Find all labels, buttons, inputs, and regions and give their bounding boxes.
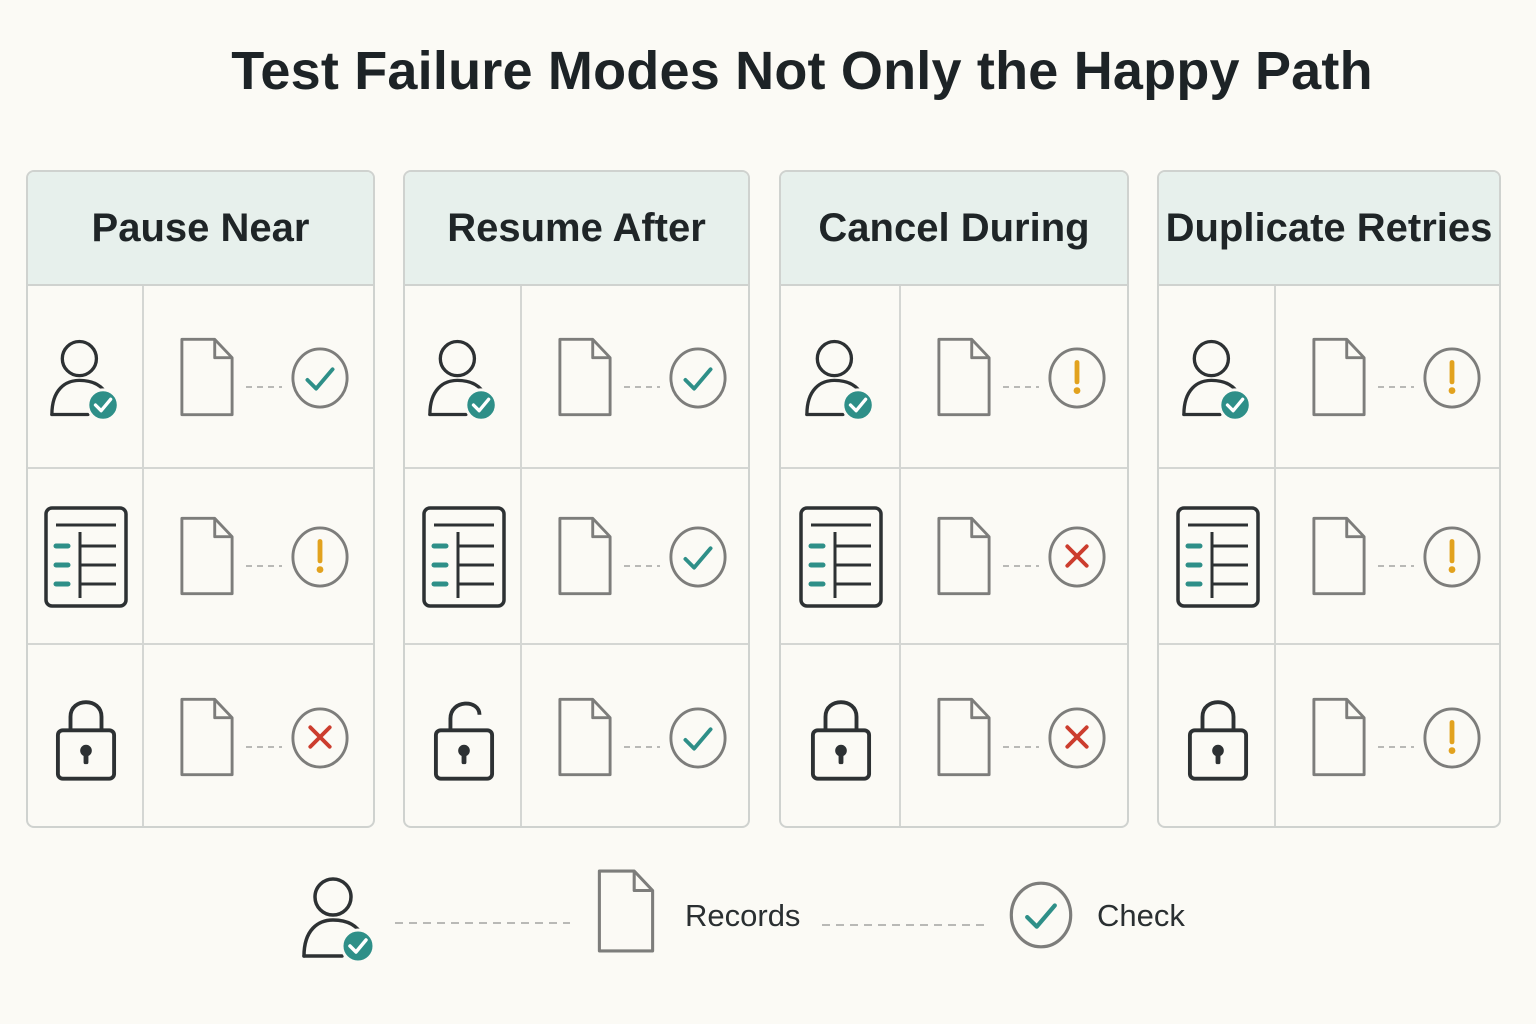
checklist-icon	[44, 506, 128, 613]
lock-closed-icon	[1187, 693, 1249, 788]
checklist-icon	[1176, 506, 1260, 613]
dashed-connector	[624, 555, 660, 573]
row-divider	[28, 467, 373, 469]
warning-circle-icon	[1047, 346, 1107, 415]
row-divider	[781, 467, 1127, 469]
user-check-icon	[426, 333, 502, 428]
scenario-card: Duplicate Retries	[1157, 170, 1501, 828]
scenario-card-header: Resume After	[405, 172, 748, 286]
legend-dashed-connector	[395, 912, 570, 924]
scenario-card: Resume After	[403, 170, 750, 828]
dashed-connector	[624, 376, 660, 394]
warning-circle-icon	[290, 525, 350, 594]
document-icon	[557, 336, 613, 423]
user-check-icon	[48, 333, 124, 428]
document-icon	[936, 336, 992, 423]
scenario-card-header: Pause Near	[28, 172, 373, 286]
legend-dashed-connector	[822, 914, 984, 926]
warning-circle-icon	[1422, 346, 1482, 415]
document-icon	[179, 696, 235, 783]
checklist-icon	[799, 506, 883, 613]
dashed-connector	[246, 376, 282, 394]
dashed-connector	[1378, 736, 1414, 754]
dashed-connector	[1003, 555, 1039, 573]
scenario-card-header: Cancel During	[781, 172, 1127, 286]
dashed-connector	[1378, 376, 1414, 394]
column-divider	[899, 286, 901, 826]
document-icon	[1311, 696, 1367, 783]
document-icon	[179, 515, 235, 602]
column-divider	[1274, 286, 1276, 826]
dashed-connector	[246, 736, 282, 754]
row-divider	[28, 643, 373, 645]
fail-circle-icon	[1047, 525, 1107, 594]
legend-user-icon	[300, 870, 380, 965]
document-icon	[557, 515, 613, 602]
warning-circle-icon	[1422, 706, 1482, 775]
document-icon	[1311, 336, 1367, 423]
row-divider	[405, 643, 748, 645]
document-icon	[1311, 515, 1367, 602]
page-title: Test Failure Modes Not Only the Happy Pa…	[231, 41, 1373, 101]
check-circle-icon	[668, 706, 728, 775]
column-divider	[520, 286, 522, 826]
document-icon	[557, 696, 613, 783]
check-circle-icon	[290, 346, 350, 415]
dashed-connector	[624, 736, 660, 754]
dashed-connector	[246, 555, 282, 573]
legend-document-icon	[596, 868, 656, 954]
legend-records-label: Records	[685, 898, 801, 933]
dashed-connector	[1378, 555, 1414, 573]
legend-check-label: Check	[1097, 898, 1185, 933]
checklist-icon	[422, 506, 506, 613]
warning-circle-icon	[1422, 525, 1482, 594]
legend-check-circle-icon	[1008, 880, 1074, 950]
check-circle-icon	[668, 525, 728, 594]
row-divider	[781, 643, 1127, 645]
document-icon	[936, 515, 992, 602]
dashed-connector	[1003, 736, 1039, 754]
lock-open-icon	[433, 693, 495, 788]
scenario-card: Cancel During	[779, 170, 1129, 828]
dashed-connector	[1003, 376, 1039, 394]
fail-circle-icon	[290, 706, 350, 775]
document-icon	[936, 696, 992, 783]
scenario-card-header: Duplicate Retries	[1159, 172, 1499, 286]
lock-closed-icon	[55, 693, 117, 788]
document-icon	[179, 336, 235, 423]
column-divider	[142, 286, 144, 826]
row-divider	[405, 467, 748, 469]
user-check-icon	[803, 333, 879, 428]
check-circle-icon	[668, 346, 728, 415]
scenario-card: Pause Near	[26, 170, 375, 828]
row-divider	[1159, 467, 1499, 469]
row-divider	[1159, 643, 1499, 645]
lock-closed-icon	[810, 693, 872, 788]
user-check-icon	[1180, 333, 1256, 428]
fail-circle-icon	[1047, 706, 1107, 775]
